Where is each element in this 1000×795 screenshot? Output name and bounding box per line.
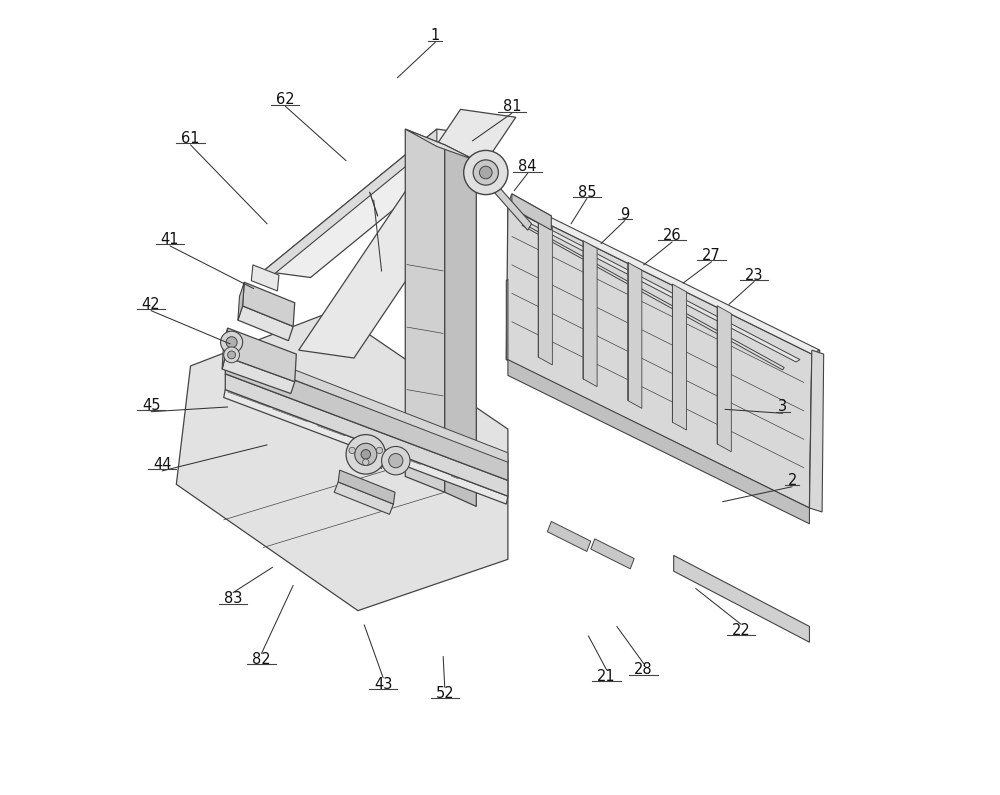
Polygon shape <box>674 556 809 642</box>
Polygon shape <box>512 194 551 230</box>
Text: 62: 62 <box>276 92 295 107</box>
Polygon shape <box>348 448 383 462</box>
Polygon shape <box>506 279 508 359</box>
Polygon shape <box>717 306 731 452</box>
Polygon shape <box>299 110 516 358</box>
Polygon shape <box>809 350 824 512</box>
Polygon shape <box>628 262 642 409</box>
Text: 52: 52 <box>435 686 454 701</box>
Text: 85: 85 <box>578 184 596 200</box>
Circle shape <box>376 448 383 454</box>
Text: 1: 1 <box>431 29 440 44</box>
Polygon shape <box>508 194 551 226</box>
Text: 41: 41 <box>161 232 179 247</box>
Polygon shape <box>508 204 812 429</box>
Polygon shape <box>238 282 244 320</box>
Circle shape <box>226 337 237 347</box>
Polygon shape <box>251 265 279 291</box>
Polygon shape <box>522 224 784 370</box>
Polygon shape <box>225 328 296 382</box>
Text: 26: 26 <box>663 228 681 243</box>
Polygon shape <box>243 282 295 327</box>
Text: 22: 22 <box>731 623 750 638</box>
Polygon shape <box>238 306 293 341</box>
Polygon shape <box>583 241 597 386</box>
Circle shape <box>363 459 369 465</box>
Text: 3: 3 <box>778 399 787 414</box>
Polygon shape <box>405 129 445 492</box>
Text: 9: 9 <box>620 207 629 222</box>
Polygon shape <box>445 145 476 506</box>
Polygon shape <box>263 129 484 277</box>
Polygon shape <box>516 214 800 362</box>
Polygon shape <box>547 522 591 552</box>
Text: 23: 23 <box>745 268 763 283</box>
Polygon shape <box>225 374 508 496</box>
Polygon shape <box>486 176 532 230</box>
Text: 43: 43 <box>374 677 392 692</box>
Text: 42: 42 <box>142 297 160 312</box>
Circle shape <box>355 444 377 465</box>
Polygon shape <box>225 354 508 480</box>
Text: 83: 83 <box>224 591 242 607</box>
Polygon shape <box>405 129 476 161</box>
Polygon shape <box>508 200 820 354</box>
Text: 82: 82 <box>252 652 271 667</box>
Polygon shape <box>506 204 812 508</box>
Circle shape <box>479 166 492 179</box>
Polygon shape <box>809 350 820 508</box>
Circle shape <box>349 448 355 454</box>
Polygon shape <box>222 328 228 369</box>
Circle shape <box>382 447 410 475</box>
Polygon shape <box>538 219 552 365</box>
Polygon shape <box>334 482 393 514</box>
Text: 44: 44 <box>153 457 171 472</box>
Circle shape <box>389 454 403 467</box>
Polygon shape <box>263 129 437 283</box>
Polygon shape <box>672 284 687 430</box>
Polygon shape <box>508 359 809 524</box>
Text: 27: 27 <box>702 248 721 263</box>
Circle shape <box>346 435 386 474</box>
Text: 28: 28 <box>634 662 653 677</box>
Polygon shape <box>338 470 395 504</box>
Polygon shape <box>348 454 383 468</box>
Circle shape <box>224 347 239 363</box>
Polygon shape <box>228 343 508 462</box>
Text: 84: 84 <box>518 160 537 174</box>
Polygon shape <box>224 390 508 504</box>
Text: 61: 61 <box>181 131 200 146</box>
Circle shape <box>221 332 243 353</box>
Circle shape <box>473 160 498 185</box>
Polygon shape <box>176 311 508 611</box>
Circle shape <box>228 351 236 359</box>
Polygon shape <box>508 263 812 375</box>
Text: 21: 21 <box>597 669 616 684</box>
Circle shape <box>464 150 508 195</box>
Text: 45: 45 <box>142 398 160 413</box>
Text: 2: 2 <box>787 473 797 488</box>
Circle shape <box>361 450 371 459</box>
Polygon shape <box>591 539 634 568</box>
Polygon shape <box>222 356 295 394</box>
Text: 81: 81 <box>503 99 521 114</box>
